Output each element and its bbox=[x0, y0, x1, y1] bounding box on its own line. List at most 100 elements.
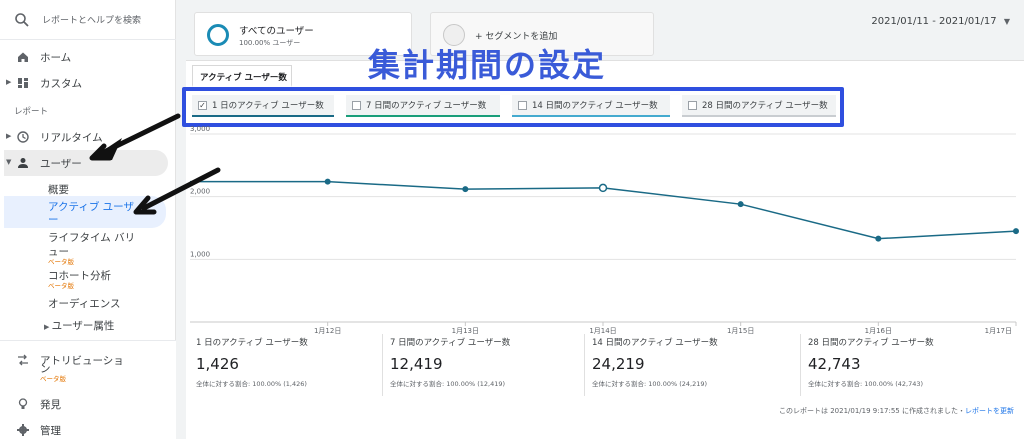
sidebar-item-custom[interactable]: ▶ カスタム bbox=[0, 70, 176, 96]
report-timestamp: このレポートは 2021/01/19 9:17:55 に作成されました・ bbox=[778, 407, 965, 415]
clock-icon bbox=[17, 131, 29, 143]
sidebar-item-label: 管理 bbox=[40, 425, 61, 437]
sidebar-bottom: アトリビューショ ン ベータ版 発見 管理 bbox=[0, 340, 176, 439]
metric-toggle-14day[interactable]: 14 日間のアクティブ ユーザー数 bbox=[512, 95, 670, 117]
sidebar-subitem-label: ユーザー属性 bbox=[51, 320, 115, 332]
gear-icon bbox=[17, 424, 29, 436]
y-tick-label: 2,000 bbox=[190, 188, 210, 196]
caret-right-icon: ▶ bbox=[6, 132, 12, 140]
add-segment-label: + セグメントを追加 bbox=[475, 32, 558, 42]
stat-14day: 14 日間のアクティブ ユーザー数 24,219 全体に対する割合: 100.0… bbox=[592, 336, 718, 388]
sidebar-item-label: カスタム bbox=[40, 78, 82, 90]
checkbox-icon bbox=[518, 101, 527, 110]
beta-badge: ベータ版 bbox=[48, 282, 74, 290]
y-tick-label: 1,000 bbox=[190, 250, 210, 258]
stat-divider bbox=[584, 334, 585, 396]
date-range-label: 2021/01/11 - 2021/01/17 bbox=[871, 16, 997, 27]
sidebar-item-home[interactable]: ホーム bbox=[0, 44, 176, 70]
search-placeholder: レポートとヘルプを検索 bbox=[42, 16, 142, 26]
sidebar-subitem-audience[interactable]: オーディエンス bbox=[48, 298, 121, 310]
lightbulb-icon bbox=[18, 398, 28, 409]
sidebar-subitem-lifetime-cont: ュー bbox=[48, 246, 69, 258]
stat-label: 28 日間のアクティブ ユーザー数 bbox=[808, 338, 934, 348]
segment-ring-icon bbox=[207, 24, 229, 46]
stat-subtext: 全体に対する割合: 100.00% (42,743) bbox=[808, 380, 924, 388]
stat-label: 1 日のアクティブ ユーザー数 bbox=[196, 338, 308, 348]
segment-subtitle: 100.00% ユーザー bbox=[239, 39, 301, 47]
sidebar-item-label: ユーザー bbox=[40, 158, 82, 170]
date-range-picker[interactable]: 2021/01/11 - 2021/01/17 ▼ bbox=[871, 16, 1010, 27]
caret-right-icon: ▶ bbox=[44, 323, 52, 331]
sidebar-item-admin[interactable]: 管理 bbox=[0, 417, 176, 439]
data-point bbox=[462, 186, 469, 193]
person-icon bbox=[18, 158, 28, 168]
sidebar-item-realtime[interactable]: ▶ リアルタイム bbox=[0, 124, 176, 150]
sidebar-item-label-cont: ン bbox=[40, 363, 51, 375]
sidebar-subitem-active-users[interactable]: アクティブ ユーザ bbox=[48, 201, 134, 213]
metric-toggle-label: 1 日のアクティブ ユーザー数 bbox=[212, 101, 324, 111]
sidebar: レポートとヘルプを検索 ホーム ▶ カスタム レポート ▶ リアルタイム ▼ ユ… bbox=[0, 0, 176, 439]
stat-subtext: 全体に対する割合: 100.00% (12,419) bbox=[390, 380, 506, 388]
x-tick-label: 1月14日 bbox=[589, 327, 616, 335]
metric-toggle-label: 28 日間のアクティブ ユーザー数 bbox=[702, 101, 828, 111]
chevron-down-icon: ▼ bbox=[1003, 17, 1010, 26]
sidebar-subitem-cohort[interactable]: コホート分析 bbox=[48, 270, 111, 282]
search-bar[interactable]: レポートとヘルプを検索 bbox=[0, 0, 176, 40]
stat-value: 42,743 bbox=[808, 355, 861, 373]
x-tick-label: 1月17日 bbox=[985, 327, 1012, 335]
stat-7day: 7 日間のアクティブ ユーザー数 12,419 全体に対する割合: 100.00… bbox=[390, 336, 510, 388]
stat-label: 7 日間のアクティブ ユーザー数 bbox=[390, 338, 511, 348]
stat-label: 14 日間のアクティブ ユーザー数 bbox=[592, 338, 718, 348]
highlight-box bbox=[182, 87, 844, 127]
report-header: すべてのユーザー 100.00% ユーザー + セグメントを追加 2021/01… bbox=[186, 0, 1024, 58]
data-point bbox=[737, 201, 744, 208]
data-point bbox=[1013, 228, 1019, 235]
metric-color-bar bbox=[682, 115, 836, 117]
stat-divider bbox=[382, 334, 383, 396]
sidebar-item-discover[interactable]: 発見 bbox=[0, 391, 176, 417]
sidebar-subitem-overview[interactable]: 概要 bbox=[48, 184, 69, 196]
stat-value: 12,419 bbox=[390, 355, 443, 373]
stat-value: 1,426 bbox=[196, 355, 239, 373]
sidebar-item-label: リアルタイム bbox=[40, 132, 103, 144]
checkbox-checked-icon: ✓ bbox=[198, 101, 207, 110]
data-point bbox=[598, 183, 608, 193]
stat-1day: 1 日のアクティブ ユーザー数 1,426 全体に対する割合: 100.00% … bbox=[196, 336, 308, 388]
tab-active-users[interactable]: アクティブ ユーザー数 bbox=[192, 65, 292, 87]
segment-title: すべてのユーザー bbox=[239, 26, 314, 37]
refresh-report-link[interactable]: レポートを更新 bbox=[965, 407, 1014, 415]
sidebar-item-attribution[interactable]: アトリビューショ bbox=[0, 347, 176, 373]
checkbox-icon bbox=[688, 101, 697, 110]
data-point bbox=[875, 235, 882, 242]
metric-color-bar bbox=[512, 115, 670, 117]
annotation-title: 集計期間の設定 bbox=[368, 46, 607, 84]
sidebar-item-label: アトリビューショ bbox=[40, 355, 124, 367]
segment-card-all-users[interactable]: すべてのユーザー 100.00% ユーザー bbox=[194, 12, 412, 56]
add-segment-button[interactable]: + セグメントを追加 bbox=[430, 12, 654, 56]
stat-subtext: 全体に対する割合: 100.00% (1,426) bbox=[196, 380, 307, 388]
dashboard-icon bbox=[18, 78, 28, 88]
y-tick-label: 3,000 bbox=[190, 125, 210, 133]
stat-value: 24,219 bbox=[592, 355, 645, 373]
sidebar-subitem-lifetime[interactable]: ライフタイム バリ bbox=[48, 232, 136, 244]
metric-color-bar bbox=[346, 115, 500, 117]
sidebar-item-label: ホーム bbox=[40, 52, 72, 64]
x-tick-label: 1月12日 bbox=[314, 327, 341, 335]
sidebar-item-users[interactable]: ▼ ユーザー bbox=[0, 150, 176, 176]
home-icon bbox=[18, 52, 28, 62]
section-label: レポート bbox=[14, 107, 49, 117]
caret-right-icon: ▶ bbox=[6, 78, 12, 86]
x-tick-label: 1月15日 bbox=[727, 327, 754, 335]
metric-toggle-28day[interactable]: 28 日間のアクティブ ユーザー数 bbox=[682, 95, 836, 117]
metric-color-bar bbox=[192, 115, 334, 117]
stat-subtext: 全体に対する割合: 100.00% (24,219) bbox=[592, 380, 708, 388]
metric-toggle-7day[interactable]: 7 日間のアクティブ ユーザー数 bbox=[346, 95, 500, 117]
checkbox-icon bbox=[352, 101, 361, 110]
beta-badge: ベータ版 bbox=[40, 375, 66, 383]
sidebar-subitem-user-attributes[interactable]: ▶ ユーザー属性 bbox=[44, 318, 114, 333]
sidebar-subitem-active-users-cont: ー bbox=[48, 214, 59, 226]
metric-toggle-1day[interactable]: ✓ 1 日のアクティブ ユーザー数 bbox=[192, 95, 334, 117]
metric-toggle-label: 7 日間のアクティブ ユーザー数 bbox=[366, 101, 487, 111]
line-chart: 3,000 2,000 1,000 1月12日 1月13日 1月14日 1月15日 1月16日… bbox=[190, 125, 1019, 335]
